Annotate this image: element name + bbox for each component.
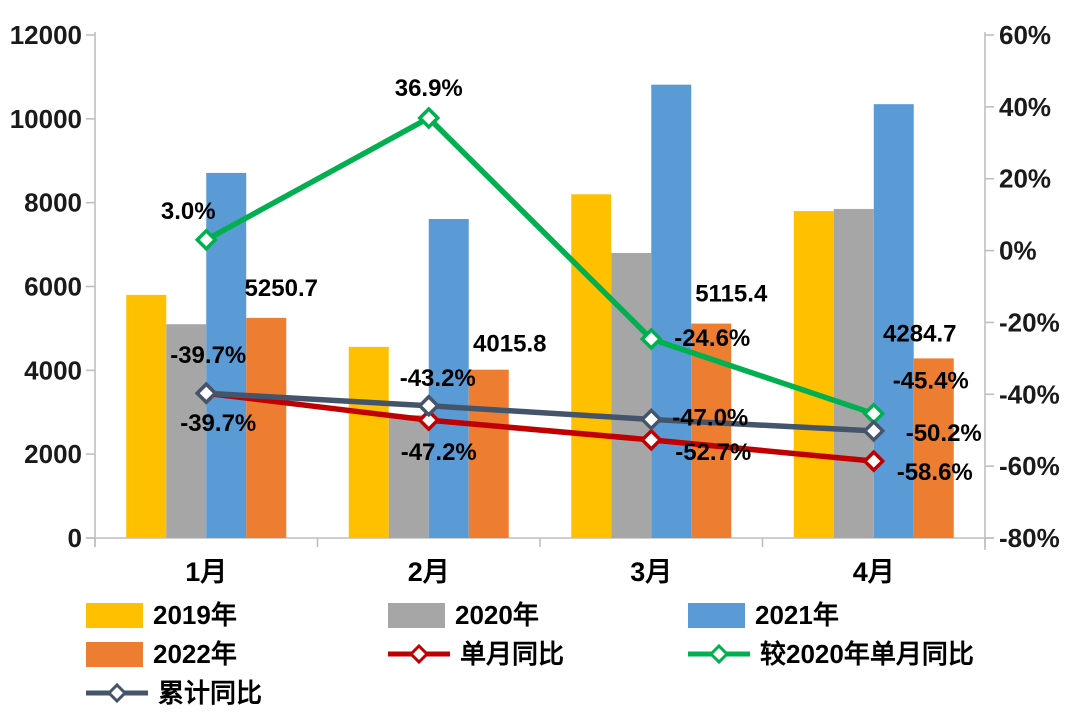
legend-item-y2019: 2019年 bbox=[86, 601, 388, 629]
line-label-vs2020-m3: -24.6% bbox=[674, 325, 750, 352]
left-axis-tick-label: 0 bbox=[68, 523, 82, 553]
bar-y2020-m4 bbox=[833, 208, 874, 538]
legend-swatch-y2019 bbox=[86, 602, 143, 628]
bar-y2019-m4 bbox=[793, 211, 834, 539]
line-label-mom-m3: -52.7% bbox=[675, 439, 751, 466]
bar-label-y2022-m4: 4284.7 bbox=[883, 320, 956, 347]
chart-plot: 12000 10000 8000 6000 4000 2000 0 60% 40% 20% 0% -2… bbox=[10, 20, 1060, 587]
left-axis-tick-label: 8000 bbox=[24, 188, 82, 218]
right-axis-tick-label: 60% bbox=[999, 20, 1051, 50]
legend-item-mom: 单月同比 bbox=[388, 640, 688, 668]
left-axis-tick-label: 2000 bbox=[24, 439, 82, 469]
bar-y2019-m1 bbox=[126, 294, 167, 538]
legend-swatch-cum bbox=[86, 682, 148, 704]
legend-label-vs2020: 较2020年单月同比 bbox=[760, 639, 974, 669]
line-mom bbox=[203, 390, 877, 464]
line-label-mom-m2: -47.2% bbox=[401, 439, 477, 466]
line-label-vs2020-m4: -45.4% bbox=[893, 368, 969, 395]
marker-cum-m3 bbox=[639, 407, 663, 431]
right-axis-tick-label: 0% bbox=[999, 236, 1037, 266]
legend-swatch-vs2020 bbox=[688, 643, 750, 665]
bar-y2021-m3 bbox=[651, 84, 692, 538]
line-label-cum-m3: -47.0% bbox=[672, 404, 748, 431]
left-axis-tick-label: 10000 bbox=[10, 104, 82, 134]
bar-y2022-m2 bbox=[468, 369, 509, 538]
legend-label-y2020: 2020年 bbox=[455, 600, 539, 630]
line-label-vs2020-m1: 3.0% bbox=[161, 198, 216, 225]
right-axis-tick-label: 40% bbox=[999, 92, 1051, 122]
left-axis-tick-label: 4000 bbox=[24, 355, 82, 385]
legend-swatch-y2022 bbox=[86, 641, 143, 667]
bar-label-y2022-m2: 4015.8 bbox=[473, 331, 546, 358]
bar-y2019-m3 bbox=[571, 194, 612, 539]
right-axis-tick-label: -20% bbox=[999, 307, 1060, 337]
marker-mom-m2 bbox=[417, 408, 441, 432]
legend-label-y2021: 2021年 bbox=[755, 600, 839, 630]
marker-cum-m1 bbox=[194, 381, 218, 405]
legend-label-mom: 单月同比 bbox=[460, 639, 565, 669]
line-cum bbox=[203, 390, 877, 434]
legend-item-y2020: 2020年 bbox=[388, 601, 688, 629]
left-axis-tick-label: 6000 bbox=[24, 272, 82, 302]
line-label-vs2020-m2: 36.9% bbox=[395, 75, 463, 102]
right-axis-tick-label: -40% bbox=[999, 379, 1060, 409]
legend-item-vs2020: 较2020年单月同比 bbox=[688, 640, 974, 668]
legend-swatch-mom bbox=[388, 643, 450, 665]
bar-y2021-m2 bbox=[428, 219, 469, 538]
line-label-cum-m2: -43.2% bbox=[400, 365, 476, 392]
legend-item-y2022: 2022年 bbox=[86, 640, 388, 668]
legend-item-y2021: 2021年 bbox=[688, 601, 974, 629]
x-tick-label-1: 1月 bbox=[185, 557, 227, 587]
legend-swatch-y2020 bbox=[388, 602, 445, 628]
marker-mom-m3 bbox=[639, 428, 663, 452]
legend-label-y2022: 2022年 bbox=[153, 639, 237, 669]
bar-y2019-m2 bbox=[348, 346, 389, 538]
bar-y2020-m3 bbox=[611, 252, 652, 538]
legend-label-cum: 累计同比 bbox=[158, 678, 263, 708]
line-label-mom-m4: -58.6% bbox=[897, 459, 973, 486]
marker-vs2020-m1 bbox=[194, 228, 218, 252]
legend-item-cum: 累计同比 bbox=[86, 679, 388, 707]
bar-y2022-m1 bbox=[246, 317, 287, 538]
x-tick-label-2: 2月 bbox=[408, 557, 450, 587]
x-tick-label-3: 3月 bbox=[630, 557, 672, 587]
marker-vs2020-m3 bbox=[639, 327, 663, 351]
marker-vs2020-m2 bbox=[417, 106, 441, 130]
marker-cum-m2 bbox=[417, 394, 441, 418]
legend-label-y2019: 2019年 bbox=[153, 600, 237, 630]
bar-label-y2022-m1: 5250.7 bbox=[245, 275, 318, 302]
right-axis-tick-label: -80% bbox=[999, 523, 1060, 553]
x-tick-label-4: 4月 bbox=[853, 557, 895, 587]
right-axis-tick-label: 20% bbox=[999, 164, 1051, 194]
line-label-mom-m1: -39.7% bbox=[180, 410, 256, 437]
chart-legend: 2019年 2020年 2021年 2022年 单月同比 较2020年单月同比累计同比 bbox=[86, 601, 974, 707]
right-axis-tick-label: -60% bbox=[999, 451, 1060, 481]
bar-y2020-m1 bbox=[166, 324, 207, 538]
line-label-cum-m1: -39.7% bbox=[170, 342, 246, 369]
bar-y2020-m2 bbox=[388, 415, 429, 538]
bar-y2022-m4 bbox=[913, 358, 954, 538]
marker-cum-m4 bbox=[862, 419, 886, 443]
line-label-cum-m4: -50.2% bbox=[906, 420, 982, 447]
marker-mom-m4 bbox=[862, 449, 886, 473]
bar-label-y2022-m3: 5115.4 bbox=[695, 281, 768, 308]
left-axis-tick-label: 12000 bbox=[10, 20, 82, 50]
legend-swatch-y2021 bbox=[688, 602, 745, 628]
line-vs2020 bbox=[203, 115, 877, 417]
